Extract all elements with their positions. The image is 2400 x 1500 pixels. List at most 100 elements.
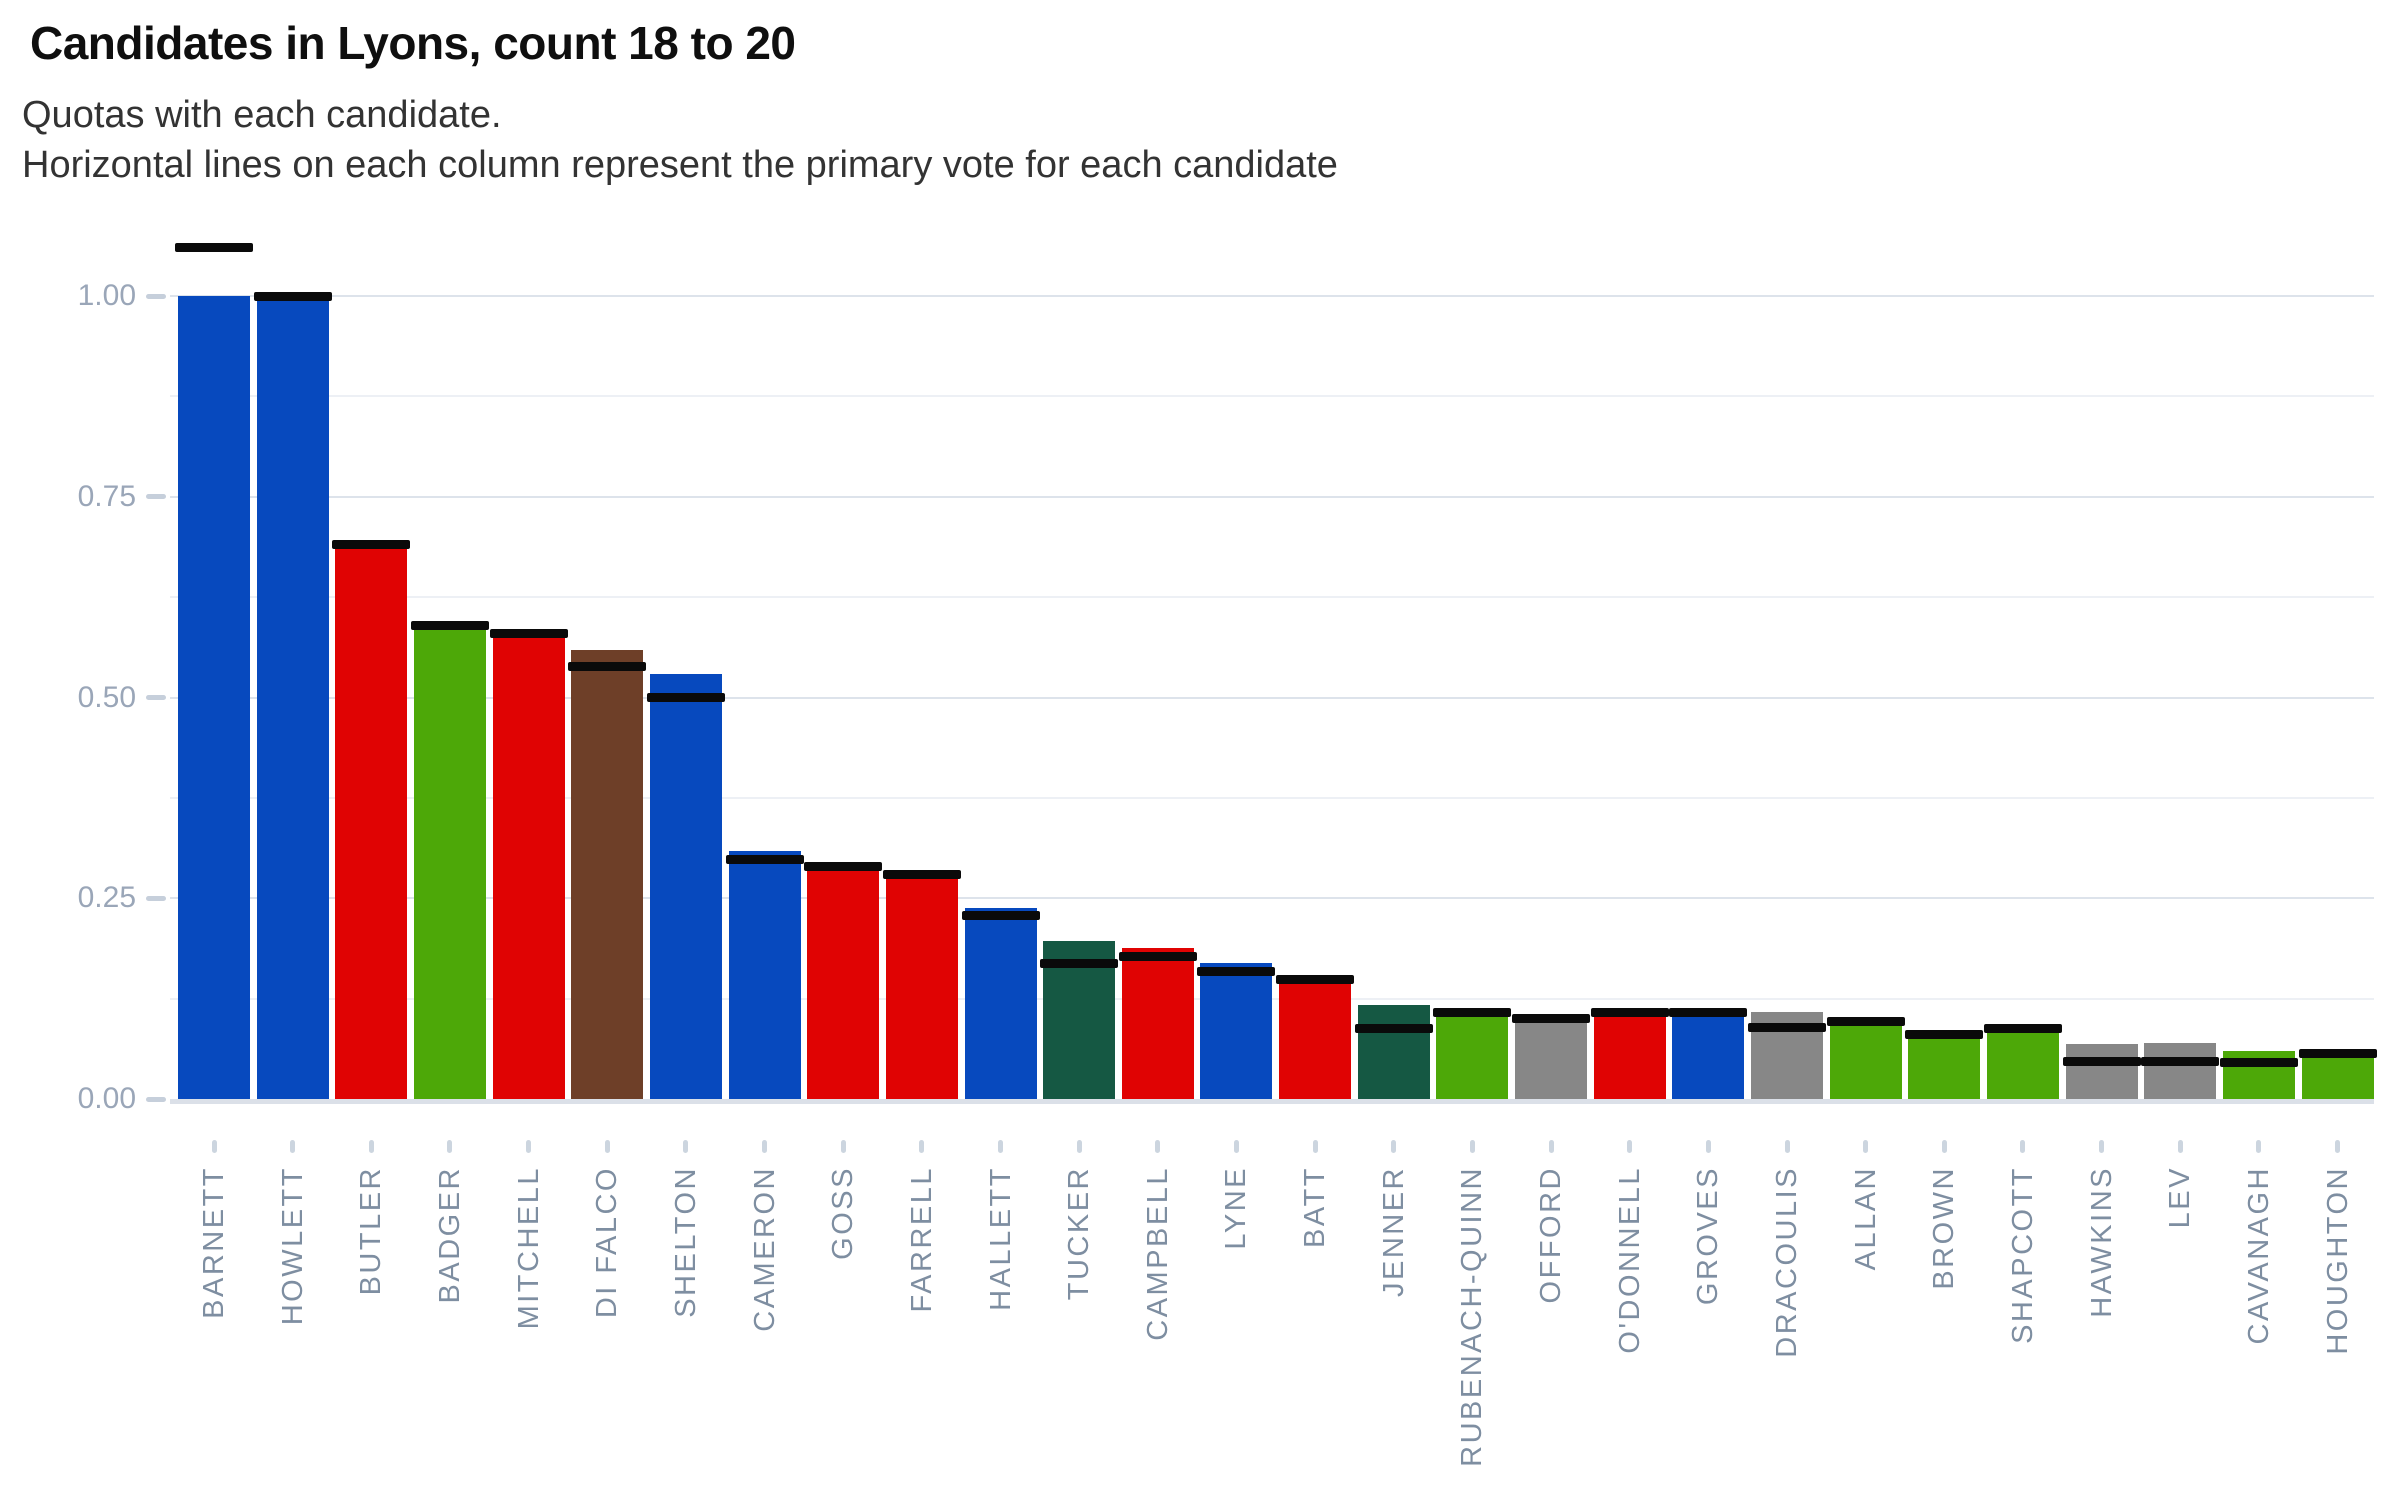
y-axis-label-0.00: 0.00: [77, 1082, 136, 1115]
bar-barnett: [178, 296, 250, 1099]
bar-howlett: [256, 299, 329, 1099]
primary-vote-marker-cavanagh: [2219, 1057, 2298, 1067]
x-axis-label-barnett: BARNETT: [198, 1166, 230, 1319]
bar-shapcott: [1986, 1029, 2059, 1099]
bar-lyne: [1200, 963, 1273, 1099]
x-axis-tick-butler: [368, 1140, 374, 1153]
primary-vote-marker-farrell: [882, 870, 961, 880]
y-axis-tick-0.75: [146, 494, 166, 500]
minor-gridline-0.875: [170, 395, 2374, 398]
primary-vote-marker-brown: [1905, 1030, 1984, 1040]
bar-allan: [1829, 1025, 1902, 1099]
x-axis-tick-hallett: [998, 1140, 1003, 1153]
x-axis-label-allan: ALLAN: [1849, 1166, 1882, 1271]
bar-butler: [335, 548, 408, 1099]
bar-hawkins: [2065, 1043, 2138, 1099]
x-axis-label-dracoulis: DRACOULIS: [1771, 1166, 1803, 1358]
x-axis-tick-o-donnell: [1627, 1140, 1633, 1153]
chart-title: Candidates in Lyons, count 18 to 20: [30, 17, 796, 69]
primary-vote-marker-o-donnell: [1590, 1007, 1669, 1017]
x-axis-tick-offord: [1548, 1140, 1554, 1153]
primary-vote-marker-offord: [1512, 1014, 1591, 1024]
bar-campbell: [1121, 948, 1194, 1099]
primary-vote-marker-shelton: [646, 693, 725, 702]
major-gridline-1: [170, 295, 2374, 297]
x-axis-tick-barnett: [211, 1140, 217, 1153]
chart-subtitle-line1: Quotas with each candidate.: [22, 94, 502, 136]
primary-vote-marker-goss: [804, 862, 883, 872]
minor-gridline-0.625: [170, 596, 2374, 599]
bar-cameron: [728, 850, 801, 1099]
primary-vote-marker-shapcott: [1983, 1023, 2062, 1033]
x-axis-tick-brown: [1941, 1140, 1947, 1153]
primary-vote-marker-badger: [410, 620, 489, 630]
x-axis-tick-jenner: [1391, 1140, 1397, 1153]
x-axis-tick-di-falco: [604, 1140, 610, 1153]
y-axis-tick-0.50: [146, 695, 166, 700]
y-axis-tick-1.00: [146, 293, 166, 299]
major-gridline-0.5: [170, 696, 2374, 699]
x-axis-label-cavanagh: CAVANAGH: [2242, 1166, 2275, 1345]
x-axis-tick-dracoulis: [1784, 1140, 1790, 1153]
x-axis-label-cameron: CAMERON: [748, 1166, 781, 1332]
x-axis-label-tucker: TUCKER: [1063, 1166, 1096, 1301]
x-axis-label-howlett: HOWLETT: [276, 1166, 309, 1326]
x-axis-label-farrell: FARRELL: [905, 1166, 938, 1313]
major-gridline-0.75: [170, 495, 2374, 498]
x-axis-tick-goss: [840, 1140, 846, 1153]
x-axis-tick-shelton: [683, 1140, 689, 1153]
x-axis-label-shelton: SHELTON: [669, 1166, 702, 1318]
x-axis-label-campbell: CAMPBELL: [1141, 1166, 1174, 1341]
primary-vote-marker-barnett: [175, 242, 253, 252]
bar-offord: [1515, 1021, 1588, 1099]
primary-vote-marker-butler: [332, 540, 411, 550]
bar-rubenach-quinn: [1436, 1015, 1509, 1099]
x-axis-tick-rubenach-quinn: [1469, 1140, 1475, 1153]
x-axis-label-shapcott: SHAPCOTT: [2006, 1166, 2039, 1344]
primary-vote-marker-lev: [2141, 1056, 2220, 1066]
x-axis-tick-batt: [1312, 1140, 1318, 1153]
x-axis-tick-lev: [2177, 1140, 2183, 1153]
x-axis-label-groves: GROVES: [1692, 1166, 1725, 1306]
bar-goss: [807, 870, 880, 1099]
x-axis-tick-tucker: [1076, 1140, 1082, 1153]
x-axis-tick-houghton: [2335, 1140, 2341, 1153]
bar-shelton: [649, 674, 722, 1099]
y-axis-label-0.75: 0.75: [77, 479, 136, 513]
x-axis-label-lyne: LYNE: [1220, 1166, 1253, 1250]
x-axis-tick-allan: [1863, 1140, 1869, 1153]
x-axis-label-lev: LEV: [2164, 1166, 2197, 1229]
bar-batt: [1279, 982, 1352, 1099]
primary-vote-marker-howlett: [253, 291, 332, 301]
x-axis-label-brown: BROWN: [1928, 1166, 1961, 1290]
x-axis-tick-farrell: [919, 1140, 925, 1153]
primary-vote-marker-mitchell: [489, 628, 568, 638]
primary-vote-marker-campbell: [1118, 951, 1197, 961]
primary-vote-marker-dracoulis: [1748, 1023, 1826, 1033]
x-axis-label-rubenach-quinn: RUBENACH-QUINN: [1456, 1166, 1489, 1467]
x-axis-tick-shapcott: [2020, 1140, 2026, 1153]
x-axis-tick-howlett: [290, 1140, 296, 1153]
primary-vote-marker-groves: [1669, 1007, 1748, 1017]
x-axis-tick-hawkins: [2099, 1140, 2105, 1153]
primary-vote-marker-houghton: [2298, 1048, 2377, 1058]
bar-jenner: [1357, 1005, 1430, 1099]
x-axis-tick-campbell: [1155, 1140, 1161, 1153]
x-axis-label-badger: BADGER: [433, 1166, 466, 1304]
x-axis-tick-badger: [447, 1140, 453, 1153]
bar-farrell: [885, 878, 958, 1099]
x-axis-label-jenner: JENNER: [1377, 1166, 1410, 1298]
x-axis-label-batt: BATT: [1299, 1166, 1332, 1248]
x-axis-tick-groves: [1705, 1140, 1711, 1153]
y-axis-tick-0.25: [146, 895, 166, 901]
chart-subtitle: Quotas with each candidate. Horizontal l…: [22, 90, 1338, 190]
primary-vote-marker-hawkins: [2062, 1056, 2141, 1066]
x-axis-label-houghton: HOUGHTON: [2321, 1166, 2354, 1355]
primary-vote-marker-tucker: [1040, 958, 1119, 968]
x-axis-tick-mitchell: [526, 1140, 532, 1153]
minor-gridline-0.375: [170, 796, 2374, 799]
x-axis-label-hawkins: HAWKINS: [2085, 1166, 2118, 1318]
primary-vote-marker-cameron: [725, 855, 804, 865]
bar-houghton: [2301, 1056, 2374, 1099]
